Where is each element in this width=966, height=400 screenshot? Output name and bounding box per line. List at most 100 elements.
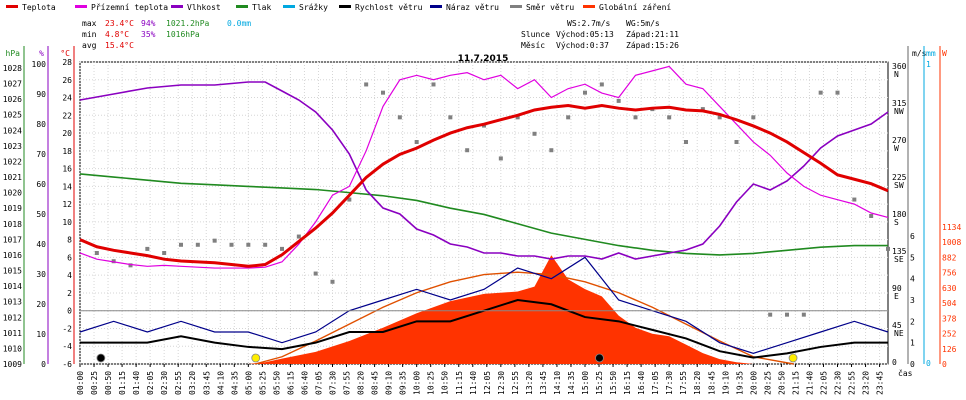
axis-tick-wind: 2	[910, 317, 915, 326]
wind-direction-point	[566, 115, 571, 120]
x-tick-label: 20:25	[763, 371, 772, 395]
axis-tick-humidity: 20	[36, 300, 46, 309]
marker-sun-set	[788, 353, 798, 363]
x-tick-label: 21:15	[791, 371, 800, 395]
x-tick-label: 02:55	[174, 371, 183, 395]
x-tick-label: 07:05	[314, 371, 323, 395]
marker-sun-rise	[251, 353, 261, 363]
x-tick-label: 17:55	[679, 371, 688, 395]
wind-direction-point	[532, 131, 537, 136]
x-tick-label: 22:30	[834, 371, 843, 395]
axis-tick-pressure: 1028	[3, 64, 22, 73]
axis-name-direction: NE	[894, 329, 904, 338]
axis-tick-pressure: 1014	[3, 282, 22, 291]
wind-direction-point	[111, 259, 116, 264]
axis-tick-pressure: 1021	[3, 173, 22, 182]
plot-area	[79, 61, 890, 365]
wind-direction-point	[145, 246, 150, 251]
x-tick-label: 14:35	[567, 371, 576, 395]
wind-direction-point	[397, 115, 402, 120]
legend: Teplota Přízemní teplota Vlhkost Tlak Srážky…	[6, 3, 671, 12]
x-tick-label: 06:15	[286, 371, 295, 395]
axis-tick-wind: 0	[910, 360, 915, 369]
x-tick-label: 10:25	[427, 371, 436, 395]
axis-tick-temperature: 6	[67, 253, 72, 262]
axis-tick-direction: 90	[892, 284, 902, 293]
wind-direction-point	[734, 140, 739, 144]
axis-tick-radiation: 756	[942, 269, 957, 278]
axis-tick-pressure: 1015	[3, 267, 22, 276]
axis-tick-rain: 0	[926, 359, 931, 368]
x-tick-label: 01:15	[118, 371, 127, 395]
axis-unit-temperature: °C	[60, 49, 70, 58]
legend-label-6: Náraz větru	[446, 3, 499, 12]
axis-tick-direction: 270	[892, 136, 907, 145]
x-tick-label: 00:25	[90, 371, 99, 395]
axis-tick-pressure: 1018	[3, 220, 22, 229]
wind-direction-point	[498, 156, 503, 161]
legend-label-4: Srážky	[299, 3, 328, 12]
sun-moon-info: WS:2.7m/s WG:5m/s Slunce Východ:05:13 Zá…	[521, 19, 679, 50]
wind-direction-point	[162, 251, 167, 255]
axis-tick-temperature: 8	[67, 236, 72, 245]
marker-moon-rise	[96, 353, 106, 363]
legend-label-5: Rychlost větru	[355, 3, 423, 12]
wind-direction-point	[616, 98, 621, 103]
axis-unit-direction: m/s	[912, 49, 927, 58]
x-tick-label: 05:50	[272, 371, 281, 395]
axis-unit-humidity: %	[39, 49, 44, 58]
axis-tick-temperature: 26	[62, 76, 72, 85]
x-tick-label: 07:55	[343, 371, 352, 395]
series-line-temperature	[79, 65, 889, 269]
wind-direction-point	[768, 312, 773, 317]
axis-tick-pressure: 1024	[3, 126, 22, 135]
axis-tick-wind: 5	[910, 253, 915, 262]
stat-min-hum: 35%	[141, 30, 156, 39]
wind-direction-point	[431, 82, 436, 87]
sun-set: Západ:21:11	[626, 30, 679, 39]
axis-tick-radiation: 630	[942, 284, 957, 293]
axis-tick-humidity: 0	[41, 360, 46, 369]
x-tick-label: 20:00	[749, 371, 758, 395]
axis-tick-radiation: 252	[942, 330, 957, 339]
x-tick-label: 00:50	[104, 371, 113, 395]
axis-tick-humidity: 90	[36, 90, 46, 99]
wind-direction-point	[313, 271, 318, 276]
axis-tick-direction: 180	[892, 210, 907, 219]
x-tick-label: 01:40	[132, 371, 141, 395]
axis-tick-direction: 0	[892, 358, 897, 367]
stat-max-label: max	[82, 19, 97, 28]
sun-label: Slunce	[521, 30, 550, 39]
stat-max-temp: 23.4°C	[105, 19, 134, 28]
axis-name-direction: S	[894, 218, 899, 227]
legend-label-1: Přízemní teplota	[91, 3, 168, 12]
x-tick-label: 13:45	[539, 371, 548, 395]
axis-tick-wind: 3	[910, 296, 915, 305]
axis-tick-temperature: -2	[62, 324, 72, 333]
axis-tick-radiation: 126	[942, 345, 957, 354]
axis-tick-radiation: 378	[942, 314, 957, 323]
x-tick-label: 04:10	[216, 371, 225, 395]
axis-tick-humidity: 10	[36, 330, 46, 339]
axis-tick-pressure: 1022	[3, 157, 22, 166]
wind-direction-point	[347, 197, 352, 202]
x-tick-label: 13:20	[525, 371, 534, 395]
axis-tick-pressure: 1010	[3, 344, 22, 353]
series-line-humidity	[79, 81, 889, 260]
axes: 00:00 00:25 00:50 01:15 01:40 02:05 02:30 02:55…	[3, 46, 961, 395]
wind-direction-point	[818, 90, 823, 95]
axis-tick-rain: 1	[926, 60, 931, 69]
legend-label-7: Směr větru	[526, 3, 574, 12]
axis-name-direction: N	[894, 70, 899, 79]
moon-label: Měsíc	[521, 41, 545, 50]
axis-tick-pressure: 1027	[3, 80, 22, 89]
wind-direction-point	[414, 140, 419, 144]
wind-direction-point	[751, 115, 756, 120]
legend-swatch-8	[583, 5, 595, 8]
wind-ws: WS:2.7m/s	[567, 19, 611, 28]
axis-tick-humidity: 60	[36, 180, 46, 189]
axis-tick-radiation: 0	[942, 360, 947, 369]
axis-tick-wind: 4	[910, 275, 915, 284]
axis-tick-temperature: 22	[62, 111, 72, 120]
